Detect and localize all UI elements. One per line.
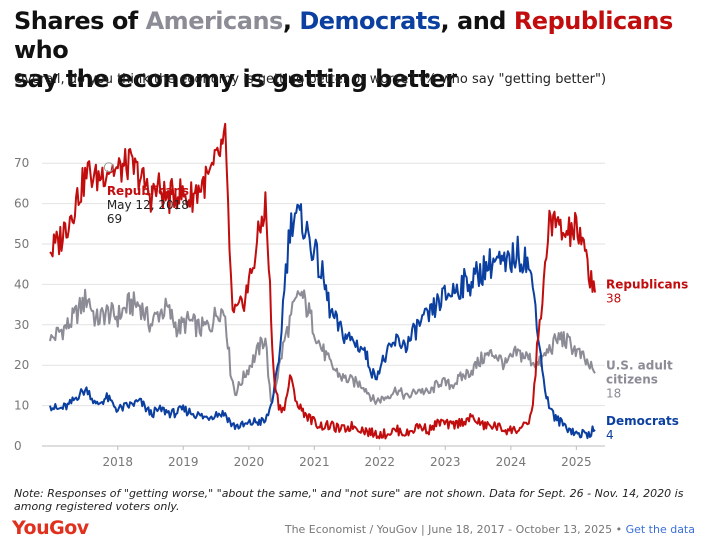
annotation-marker [103, 162, 114, 173]
y-tick-label: 30 [14, 318, 29, 332]
series-line-u-s-adult-citizens [49, 288, 596, 405]
series-line-democrats [49, 203, 596, 440]
series-line-republicans [49, 122, 596, 440]
annotation-value-label: 69 [107, 212, 122, 226]
title-text-1: Shares of [14, 7, 146, 35]
source-footer: The Economist / YouGov | June 18, 2017 -… [285, 523, 695, 536]
x-tick-label: 2018 [103, 455, 134, 469]
grid-lines [42, 162, 605, 450]
y-tick-label: 0 [14, 439, 22, 453]
get-the-data-link[interactable]: Get the data [625, 523, 695, 536]
x-tick-label: 2019 [168, 455, 199, 469]
x-tick-label: 2025 [561, 455, 592, 469]
title-comma-1: , [282, 7, 300, 35]
x-tick-label: 2021 [299, 455, 330, 469]
chart-subtitle: Overall, do you think the economy is get… [14, 72, 607, 87]
end-label-name: Democrats [606, 414, 679, 428]
end-label-name: U.S. adult [606, 358, 673, 372]
annotation-series-label: Republicans [107, 184, 189, 198]
end-label-value: 18 [606, 386, 621, 400]
x-tick-label: 2022 [365, 455, 396, 469]
annotation-date-label: May 12, 2018 [107, 198, 189, 212]
yougov-logo: YouGov [12, 517, 89, 539]
title-comma-2: , and [440, 7, 514, 35]
y-tick-label: 50 [14, 237, 29, 251]
y-tick-label: 60 [14, 197, 29, 211]
title-republicans: Republicans [513, 7, 673, 35]
chart-title: Shares of Americans, Democrats, and Repu… [14, 7, 694, 94]
title-line-2: say the economy is getting better [14, 65, 457, 93]
end-label-value: 38 [606, 291, 621, 305]
y-tick-label: 10 [14, 399, 29, 413]
y-tick-label: 40 [14, 277, 29, 291]
series-lines [49, 122, 596, 440]
line-chart: 0 10 20 30 40 50 60 70 2018 2019 2020 2021 2022 2023 2… [14, 122, 688, 469]
title-text-2: who [14, 36, 69, 64]
end-label-name: Republicans [606, 277, 688, 291]
chart-labels: 0 10 20 30 40 50 60 70 2018 2019 2020 2021 2022 2023 2… [14, 156, 688, 469]
y-tick-label: 70 [14, 156, 29, 170]
end-label-value: 4 [606, 428, 614, 442]
x-tick-label: 2020 [234, 455, 265, 469]
x-tick-label: 2023 [430, 455, 461, 469]
title-democrats: Democrats [299, 7, 441, 35]
y-tick-label: 20 [14, 358, 29, 372]
footnote: Note: Responses of "getting worse," "abo… [14, 487, 684, 513]
x-tick-label: 2024 [496, 455, 527, 469]
end-label-name-line-2: citizens [606, 372, 658, 386]
source-text: The Economist / YouGov | June 18, 2017 -… [284, 523, 626, 536]
title-americans: Americans [145, 7, 284, 35]
